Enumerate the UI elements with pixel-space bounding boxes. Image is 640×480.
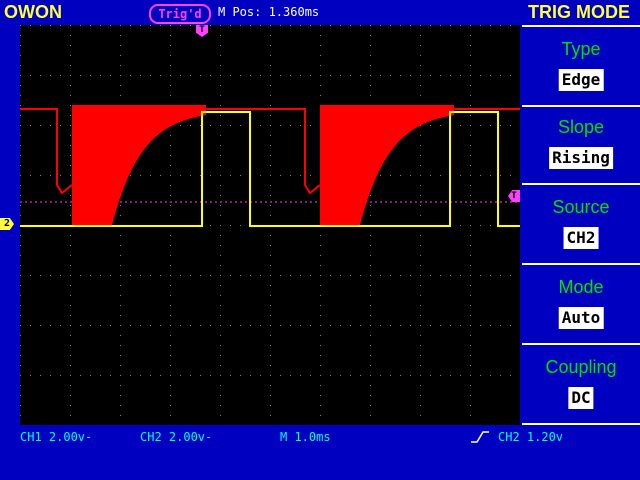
status-bar: CH1 2.00v- CH2 2.00v- M 1.0ms CH2 1.20v [0,430,640,450]
trigger-readout: CH2 1.20v [498,430,564,444]
menu-title: TRIG MODE [528,2,630,22]
waveform-canvas [20,25,520,425]
menu-item-value: DC [568,387,594,409]
menu-item-value: Auto [558,307,604,329]
menu-item-value: Rising [549,147,613,169]
brand-logo: OWON [4,2,62,22]
ch2-ground-marker: 2 [0,218,14,230]
top-bar: OWON Trig'd M Pos: 1.360ms TRIG MODE [0,0,640,26]
menu-item-value: CH2 [563,227,599,249]
ch1-trace-segment [268,108,321,195]
ch1-burst [72,105,206,225]
horizontal-position-readout: M Pos: 1.360ms [218,5,320,19]
menu-item-mode[interactable]: Mode Auto [522,265,640,345]
ch1-burst [320,105,454,225]
trigger-menu: Type Edge Slope Rising Source CH2 Mode A… [522,25,640,425]
menu-item-source[interactable]: Source CH2 [522,185,640,265]
waveform-display [20,25,520,425]
menu-item-value: Edge [558,69,604,91]
menu-item-coupling[interactable]: Coupling DC [522,345,640,425]
trigger-position-marker: T [196,25,208,37]
ch1-scale-readout: CH1 2.00v- [20,430,93,444]
menu-item-type[interactable]: Type Edge [522,25,640,107]
trigger-level-marker: T [508,190,520,202]
menu-item-label: Coupling [545,357,617,377]
menu-item-label: Source [552,197,610,217]
ch2-scale-readout: CH2 2.00v- [140,430,213,444]
ch2-trace [20,111,520,227]
menu-item-label: Slope [557,117,605,137]
menu-item-label: Mode [558,277,604,297]
menu-item-slope[interactable]: Slope Rising [522,105,640,185]
ch1-trace-segment [20,108,73,195]
menu-item-label: Type [561,39,601,59]
trigger-status-badge: Trig'd [149,4,211,24]
rising-edge-icon [470,431,490,446]
timebase-readout: M 1.0ms [280,430,331,444]
